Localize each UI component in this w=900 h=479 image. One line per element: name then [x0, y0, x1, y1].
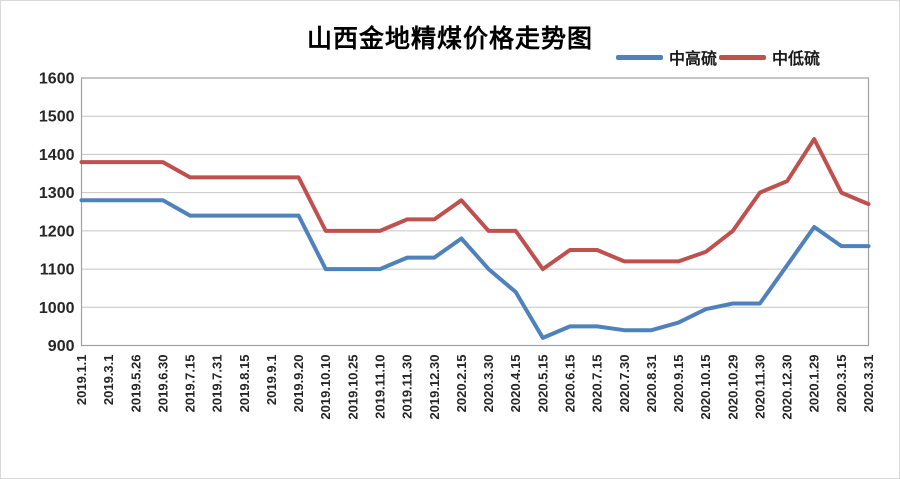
chart-title: 山西金地精煤价格走势图	[306, 25, 594, 53]
x-tick-label: 2019.8.15	[237, 355, 252, 413]
x-tick-label: 2019.1.1	[74, 355, 89, 406]
x-tick-label: 2019.7.15	[183, 355, 198, 413]
series-line-0	[79, 198, 871, 340]
x-tick-label: 2019.11.10	[373, 355, 388, 419]
x-tick-label: 2019.11.30	[400, 355, 415, 419]
y-tick-label: 1600	[39, 71, 75, 88]
x-tick-label: 2020.3.30	[481, 355, 496, 413]
y-tick-label: 1200	[39, 223, 75, 240]
x-tick-label: 2020.7.30	[617, 355, 632, 413]
x-tick-label: 2020.12.30	[780, 355, 795, 420]
y-tick-label: 900	[48, 338, 75, 355]
x-tick-label: 2020.3.31	[861, 355, 876, 413]
x-tick-label: 2019.9.20	[291, 355, 306, 413]
x-tick-label: 2020.2.15	[454, 355, 469, 413]
legend-line-red-icon	[719, 54, 767, 60]
legend-item-series0: 中高硫	[616, 45, 717, 69]
x-axis-labels: 2019.1.1 2019.3.1 2019.5.26 2019.6.30 2019.7…	[74, 355, 876, 420]
legend-line-blue-icon	[616, 54, 663, 60]
x-tick-label: 2020.8.31	[644, 355, 659, 413]
y-tick-label: 1500	[39, 109, 75, 126]
x-tick-label: 2020.7.15	[590, 355, 605, 413]
y-axis-labels: 1600 1500 1400 1300 1200 1100 1000 900	[39, 71, 75, 356]
y-tick-label: 1400	[39, 147, 75, 164]
x-tick-label: 2020.10.29	[725, 355, 740, 420]
x-tick-label: 2019.5.26	[128, 355, 143, 413]
gridlines	[81, 77, 869, 346]
legend-label-series1: 中低硫	[772, 51, 821, 68]
y-tick-label: 1100	[40, 262, 75, 279]
legend-label-series0: 中高硫	[669, 51, 718, 68]
x-tick-label: 2019.9.1	[264, 355, 279, 406]
x-tick-label: 2020.3.15	[834, 355, 849, 413]
x-tick-label: 2020.5.15	[535, 355, 550, 413]
y-tick-label: 1300	[39, 185, 75, 202]
y-tick-label: 1000	[39, 300, 75, 317]
x-tick-label: 2020.11.30	[752, 355, 767, 419]
legend-item-series1: 中低硫	[719, 45, 820, 69]
x-tick-label: 2019.7.31	[210, 355, 225, 413]
x-tick-label: 2020.4.15	[508, 355, 523, 413]
series-line-1	[79, 137, 871, 272]
plot-border	[80, 77, 870, 347]
x-tick-label: 2020.6.15	[562, 355, 577, 413]
x-tick-label: 2019.6.30	[155, 355, 170, 413]
x-tick-label: 2019.10.25	[345, 355, 360, 420]
x-tick-label: 2020.1.29	[807, 355, 822, 413]
x-tick-label: 2019.12.30	[427, 355, 442, 420]
chart-legend: 中高硫 中低硫	[616, 45, 820, 69]
x-tick-label: 2019.10.10	[318, 355, 333, 420]
x-tick-label: 2020.10.15	[698, 355, 713, 420]
x-tick-label: 2019.3.1	[101, 355, 116, 406]
x-tick-label: 2020.9.15	[671, 355, 686, 413]
